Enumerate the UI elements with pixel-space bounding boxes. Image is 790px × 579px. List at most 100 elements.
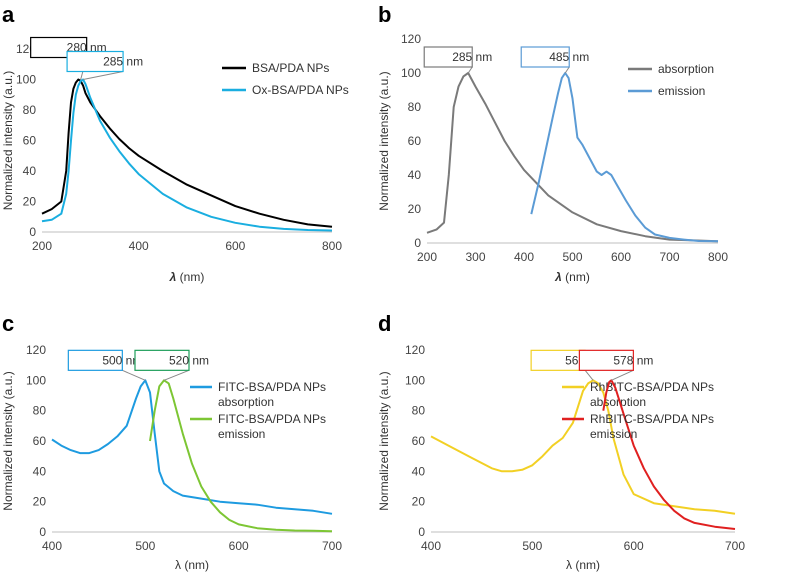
- y-tick-label: 100: [405, 373, 425, 387]
- x-tick-label: 400: [421, 539, 441, 553]
- y-tick-label: 80: [33, 404, 47, 418]
- legend-label: emission: [658, 84, 705, 98]
- x-axis-label: λ (nm): [554, 270, 590, 284]
- y-tick-label: 120: [26, 343, 46, 357]
- legend-label: BSA/PDA NPs: [252, 61, 329, 75]
- x-axis-unit: (nm): [176, 270, 204, 284]
- x-tick-label: 400: [42, 539, 62, 553]
- y-tick-label: 60: [33, 434, 47, 448]
- x-tick-label: 200: [32, 239, 52, 253]
- x-axis-unit: (nm): [562, 270, 590, 284]
- annotation-leader: [122, 369, 146, 381]
- panel-letter: b: [378, 2, 391, 27]
- y-tick-label: 40: [412, 464, 426, 478]
- panel-letter: c: [2, 311, 14, 336]
- y-tick-label: 120: [401, 32, 421, 46]
- annotation-leader: [82, 71, 124, 80]
- x-tick-label: 200: [417, 250, 437, 264]
- series-line-1: [430, 379, 736, 515]
- y-axis-label: Normalized intensity (a.u.): [1, 71, 15, 210]
- y-tick-label: 100: [26, 373, 46, 387]
- y-tick-label: 60: [23, 134, 37, 148]
- annotation-leader: [584, 370, 594, 381]
- legend-label: Ox-BSA/PDA NPs: [252, 83, 349, 97]
- annotation-leader: [163, 369, 190, 381]
- annotation-label: 500 nm: [102, 353, 142, 367]
- legend-label: FITC-BSA/PDA NPs emission: [218, 412, 326, 441]
- annotation-leader: [611, 369, 634, 381]
- series-line-1: [41, 78, 333, 228]
- x-tick-label: 300: [465, 250, 485, 264]
- x-axis-symbol: λ: [566, 558, 572, 572]
- x-tick-label: 500: [522, 539, 542, 553]
- annotation-label: 485 nm: [549, 50, 589, 64]
- annotation-box: [66, 50, 124, 73]
- y-tick-label: 20: [23, 195, 37, 209]
- series-line-1: [426, 72, 719, 243]
- annotation-label: 285 nm: [452, 50, 492, 64]
- x-tick-label: 700: [659, 250, 679, 264]
- y-tick-label: 100: [401, 66, 421, 80]
- x-axis-symbol: λ: [175, 558, 181, 572]
- series-line-2: [41, 78, 333, 232]
- annotation-leader: [564, 66, 570, 74]
- annotation-box: [423, 46, 473, 68]
- panel-letter: a: [2, 2, 15, 27]
- x-axis-unit: (nm): [572, 558, 600, 572]
- annotation-box: [578, 349, 634, 371]
- annotation-label: 285 nm: [103, 55, 143, 69]
- legend-label: absorption: [658, 62, 714, 76]
- x-tick-label: 600: [229, 539, 249, 553]
- y-axis-label: Normalized intensity (a.u.): [377, 371, 391, 510]
- panel-letter: d: [378, 311, 391, 336]
- y-axis-label: Normalized intensity (a.u.): [1, 371, 15, 510]
- y-tick-label: 40: [23, 164, 37, 178]
- y-tick-label: 80: [408, 100, 422, 114]
- x-axis-symbol: λ: [169, 270, 177, 284]
- x-tick-label: 400: [514, 250, 534, 264]
- y-tick-label: 120: [405, 343, 425, 357]
- x-tick-label: 600: [225, 239, 245, 253]
- legend-label: RhBITC-BSA/PDA NPs absorption: [590, 380, 714, 409]
- annotation-box: [520, 46, 570, 68]
- y-tick-label: 80: [412, 404, 426, 418]
- legend-label: FITC-BSA/PDA NPs absorption: [218, 380, 326, 409]
- y-tick-label: 100: [16, 73, 36, 87]
- y-tick-label: 40: [408, 168, 422, 182]
- y-axis-label: Normalized intensity (a.u.): [377, 71, 391, 210]
- annotation-box: [134, 349, 190, 371]
- series-line-2: [149, 379, 333, 533]
- panel-c: c 0 20 40 60 80 100 120 400 500 600 700 Normalized i…: [1, 311, 342, 572]
- panel-d: d 0 20 40 60 80 100 120 400 500 600 700 Normalized i…: [377, 311, 745, 572]
- x-axis-label: λ (nm): [169, 270, 205, 284]
- y-tick-label: 0: [418, 525, 425, 539]
- x-tick-label: 500: [135, 539, 155, 553]
- y-tick-label: 60: [412, 434, 426, 448]
- x-tick-label: 800: [322, 239, 342, 253]
- y-tick-label: 20: [408, 202, 422, 216]
- y-tick-label: 0: [414, 236, 421, 250]
- x-tick-label: 400: [129, 239, 149, 253]
- annotation-leader: [467, 66, 473, 74]
- y-tick-label: 80: [23, 103, 37, 117]
- legend-label: RhBITC-BSA/PDA NPs emission: [590, 412, 714, 441]
- y-tick-label: 0: [39, 525, 46, 539]
- x-tick-label: 600: [624, 539, 644, 553]
- x-axis-label: λ (nm): [566, 558, 600, 572]
- y-tick-label: 20: [412, 495, 426, 509]
- x-axis-unit: (nm): [181, 558, 209, 572]
- annotation-label: 520 nm: [169, 353, 209, 367]
- y-tick-label: 40: [33, 464, 47, 478]
- x-tick-label: 700: [725, 539, 745, 553]
- annotation-box: [67, 349, 123, 371]
- y-tick-label: 20: [33, 495, 47, 509]
- x-tick-label: 600: [611, 250, 631, 264]
- series-line-2: [602, 379, 736, 530]
- series-line-2: [530, 72, 719, 243]
- panel-b: b 0 20 40 60 80 100 120 200 300 400 500 600 700 800 Nor…: [377, 2, 728, 284]
- x-tick-label: 700: [322, 539, 342, 553]
- x-tick-label: 800: [708, 250, 728, 264]
- y-tick-label: 60: [408, 134, 422, 148]
